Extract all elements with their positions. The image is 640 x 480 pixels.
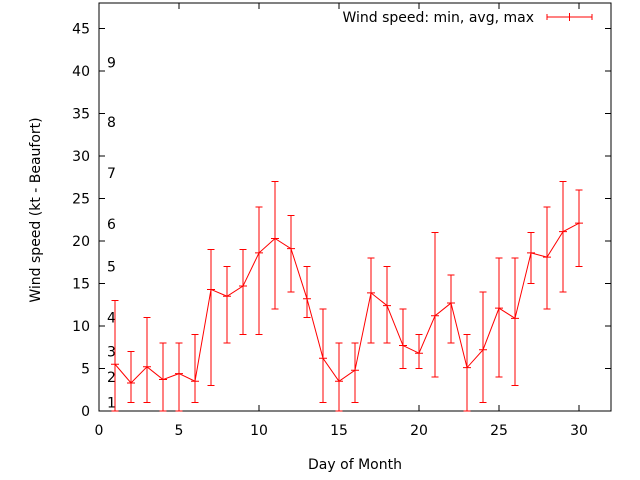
axes bbox=[98, 2, 612, 412]
x-tick-label: 20 bbox=[410, 423, 428, 439]
legend-marker bbox=[565, 13, 574, 21]
x-tick-label: 0 bbox=[95, 423, 104, 439]
y-tick-label: 40 bbox=[72, 64, 90, 80]
x-axis-label: Day of Month bbox=[308, 457, 402, 473]
plot-frame bbox=[98, 2, 612, 412]
beaufort-label: 7 bbox=[107, 166, 116, 182]
beaufort-label: 1 bbox=[107, 396, 116, 412]
y-axis-label: Wind speed (kt - Beaufort) bbox=[28, 117, 44, 302]
x-tick-label: 10 bbox=[250, 423, 268, 439]
y-tick-label: 0 bbox=[81, 404, 90, 420]
beaufort-label: 2 bbox=[107, 370, 116, 386]
beaufort-annotations: 1 2 3 4 5 6 7 8 9 bbox=[107, 56, 116, 412]
beaufort-label: 9 bbox=[107, 56, 116, 72]
beaufort-label: 5 bbox=[107, 260, 116, 276]
y-tick-label: 45 bbox=[72, 22, 90, 38]
y-tick-label: 15 bbox=[72, 277, 90, 293]
y-tick-label: 20 bbox=[72, 234, 90, 250]
y-tick-label: 5 bbox=[81, 362, 90, 378]
y-tick-label: 30 bbox=[72, 149, 90, 165]
plot-series bbox=[111, 181, 583, 412]
x-tick-label: 30 bbox=[570, 423, 588, 439]
beaufort-label: 6 bbox=[107, 217, 116, 233]
x-tick-label: 25 bbox=[490, 423, 508, 439]
beaufort-label: 8 bbox=[107, 115, 116, 131]
y-tick-label: 35 bbox=[72, 107, 90, 123]
legend: Wind speed: min, avg, max bbox=[342, 10, 593, 26]
beaufort-label: 4 bbox=[107, 311, 116, 327]
beaufort-label: 3 bbox=[107, 345, 116, 361]
y-tick-label: 10 bbox=[72, 319, 90, 335]
legend-label: Wind speed: min, avg, max bbox=[342, 10, 534, 26]
x-tick-label: 5 bbox=[175, 423, 184, 439]
y-tick-label: 25 bbox=[72, 192, 90, 208]
series-line bbox=[114, 222, 580, 384]
x-tick-label: 15 bbox=[330, 423, 348, 439]
